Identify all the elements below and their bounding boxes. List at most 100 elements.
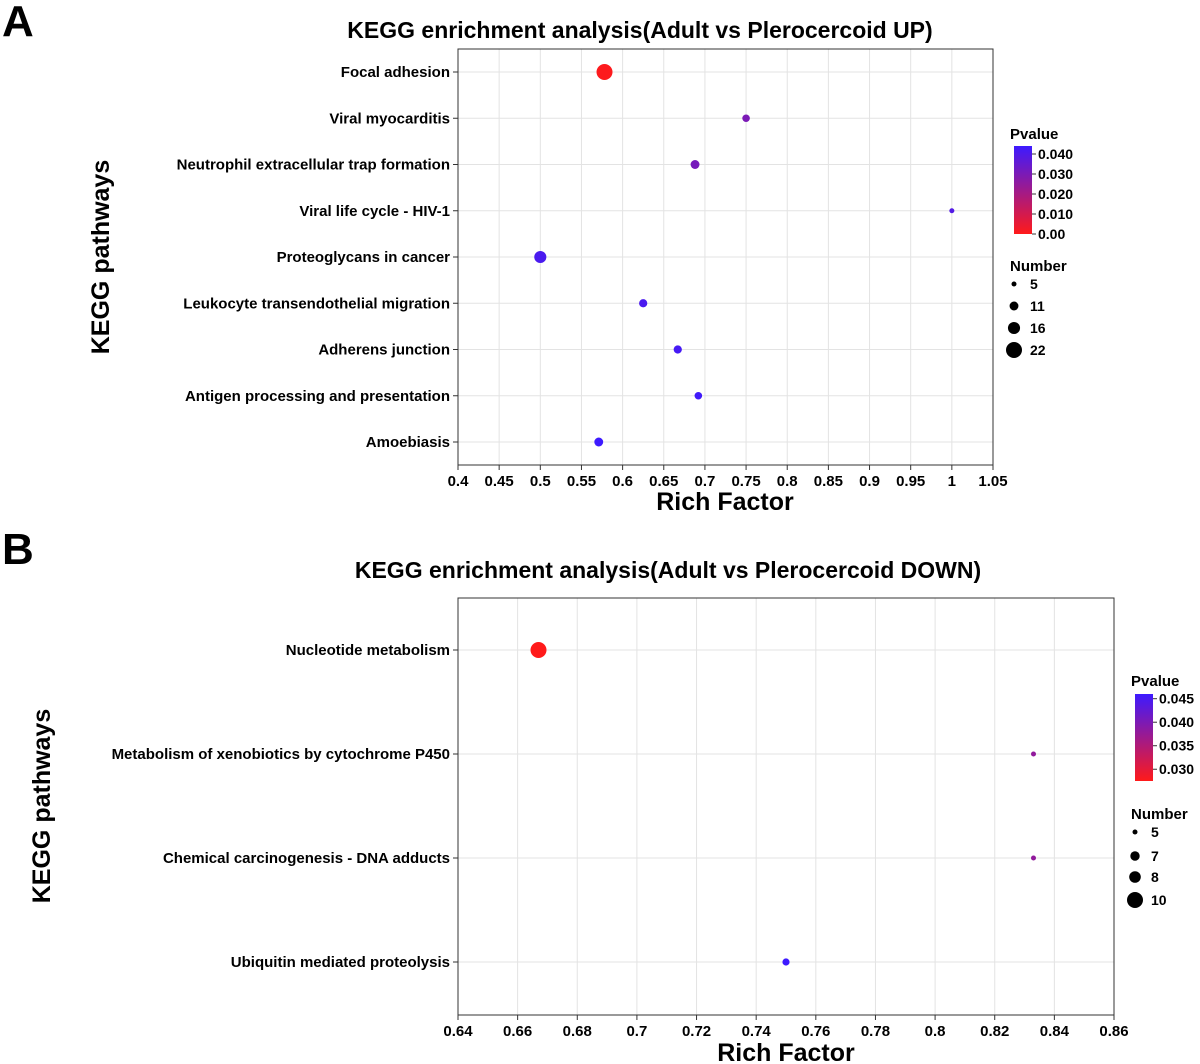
panel-b-pvalue-tick-label: 0.035: [1159, 738, 1194, 754]
panel-a-x-tick-label: 0.75: [731, 473, 760, 490]
panel-a-y-axis-title: KEGG pathways: [87, 160, 115, 355]
panel-b-x-tick-label: 0.74: [742, 1023, 772, 1040]
panel-a-x-tick-label: 0.95: [896, 473, 925, 490]
panel-b-number-legend-label: 8: [1151, 869, 1159, 885]
panel-a-pvalue-tick-label: 0.010: [1038, 206, 1073, 222]
panel-a-category-label: Viral life cycle - HIV-1: [299, 203, 450, 220]
panel-a-x-axis-title: Rich Factor: [656, 488, 794, 516]
panel-b-number-legend-dot: [1129, 871, 1141, 883]
panel-b-x-tick-label: 0.76: [801, 1023, 830, 1040]
panel-a-pvalue-tick-label: 0.030: [1038, 166, 1073, 182]
panel-b-x-tick-label: 0.8: [925, 1023, 946, 1040]
panel-a-pvalue-legend-title: Pvalue: [1010, 126, 1058, 143]
panel-b-pvalue-colorbar: [1135, 694, 1153, 781]
panel-a-x-tick-label: 0.45: [485, 473, 514, 490]
panel-b-x-tick-label: 0.78: [861, 1023, 890, 1040]
panel-b-number-legend-label: 10: [1151, 892, 1167, 908]
panel-b-number-legend: 5 7 8 10: [1127, 824, 1167, 908]
panel-b-number-legend-title: Number: [1131, 806, 1188, 823]
panel-b-category-label: Ubiquitin mediated proteolysis: [231, 954, 450, 971]
panel-a-category-label: Amoebiasis: [366, 434, 450, 451]
panel-b-number-legend-dot: [1132, 829, 1138, 835]
panel-a-point: [673, 345, 682, 354]
panel-a-point: [639, 299, 648, 308]
panel-b-plot-frame: [457, 597, 1115, 1016]
panel-b-x-tick-label: 0.64: [443, 1023, 473, 1040]
panel-a-x-tick-label: 0.9: [859, 473, 880, 490]
panel-a-x-tick-label: 0.7: [694, 473, 715, 490]
panel-a-x-ticks: 0.4 0.45 0.5 0.55 0.6 0.65 0.7 0.75 0.8 0.85 0.9 0.…: [448, 465, 1008, 490]
panel-b-gridlines: [457, 598, 1115, 1015]
panel-a-point: [594, 437, 604, 447]
panel-a: A KEGG enrichment analysis(Adult vs Pler…: [2, 0, 1073, 516]
panel-a-category-label: Proteoglycans in cancer: [277, 249, 451, 266]
panel-a-category-label: Adherens junction: [318, 342, 450, 359]
panel-b-x-tick-label: 0.82: [980, 1023, 1009, 1040]
panel-b-x-tick-label: 0.68: [563, 1023, 592, 1040]
panel-a-points: [534, 64, 955, 447]
panel-b-title: KEGG enrichment analysis(Adult vs Pleroc…: [355, 557, 981, 583]
panel-b-point: [782, 958, 790, 966]
panel-a-title: KEGG enrichment analysis(Adult vs Pleroc…: [347, 17, 932, 43]
panel-a-number-legend-label: 11: [1030, 298, 1045, 314]
panel-b-y-axis-title: KEGG pathways: [28, 709, 56, 904]
panel-b-points: [530, 642, 1036, 966]
panel-a-number-legend-dot: [1009, 301, 1019, 311]
panel-b-pvalue-legend-title: Pvalue: [1131, 673, 1179, 690]
panel-b-number-legend-dot: [1130, 851, 1140, 861]
panel-a-pvalue-tick-label: 0.020: [1038, 186, 1073, 202]
panel-a-number-legend-dot: [1011, 281, 1017, 287]
panel-a-pvalue-tick-label: 0.040: [1038, 146, 1073, 162]
panel-a-category-label: Leukocyte transendothelial migration: [183, 295, 450, 312]
panel-b-x-axis-title: Rich Factor: [717, 1039, 855, 1064]
panel-a-point: [742, 114, 750, 123]
panel-b-number-legend-label: 7: [1151, 848, 1159, 864]
panel-b-x-tick-label: 0.86: [1099, 1023, 1128, 1040]
panel-b-x-tick-label: 0.84: [1040, 1023, 1070, 1040]
panel-a-x-tick-label: 0.5: [530, 473, 551, 490]
panel-a-number-legend-dot: [1006, 342, 1022, 358]
panel-b-letter: B: [2, 525, 34, 574]
panel-a-x-tick-label: 0.55: [567, 473, 596, 490]
panel-a-x-tick-label: 0.85: [814, 473, 843, 490]
panel-a-x-tick-label: 0.65: [649, 473, 678, 490]
panel-b-x-ticks: 0.64 0.66 0.68 0.7 0.72 0.74 0.76 0.78 0.8 0.82 0.…: [443, 1015, 1129, 1040]
panel-a-letter: A: [2, 0, 34, 46]
panel-b-pvalue-tick-label: 0.030: [1159, 761, 1194, 777]
panel-a-number-legend-dot: [1007, 321, 1021, 335]
panel-b-number-legend-label: 5: [1151, 824, 1159, 840]
panel-b-category-label: Chemical carcinogenesis - DNA adducts: [163, 850, 450, 867]
panel-a-category-label: Neutrophil extracellular trap formation: [177, 157, 450, 174]
panel-b-pvalue-tick-label: 0.040: [1159, 714, 1194, 730]
panel-a-point: [949, 208, 955, 214]
panel-a-point: [694, 391, 703, 400]
panel-a-point: [534, 250, 547, 264]
panel-b-category-labels: Nucleotide metabolism Metabolism of xenob…: [112, 642, 458, 971]
panel-a-x-tick-label: 0.6: [612, 473, 633, 490]
panel-a-number-legend: 5 11 16 22: [1006, 276, 1046, 358]
panel-a-point: [596, 64, 613, 80]
panel-a-pvalue-ticks: 0.040 0.030 0.020 0.010 0.00: [1032, 146, 1073, 242]
panel-b: B KEGG enrichment analysis(Adult vs Pler…: [2, 525, 1194, 1064]
panel-b-point: [530, 642, 547, 658]
panel-a-number-legend-label: 16: [1030, 320, 1046, 336]
panel-a-category-label: Antigen processing and presentation: [185, 388, 450, 405]
panel-a-category-label: Focal adhesion: [341, 64, 450, 81]
panel-a-pvalue-tick-label: 0.00: [1038, 226, 1065, 242]
panel-a-category-label: Viral myocarditis: [329, 110, 450, 127]
panel-b-category-label: Nucleotide metabolism: [286, 642, 450, 659]
panel-b-point: [1030, 751, 1036, 757]
panel-b-x-tick-label: 0.7: [626, 1023, 647, 1040]
panel-a-number-legend-label: 5: [1030, 276, 1038, 292]
panel-b-pvalue-tick-label: 0.045: [1159, 691, 1194, 707]
panel-a-category-labels: Focal adhesion Viral myocarditis Neutrophi…: [177, 64, 458, 451]
panel-a-number-legend-title: Number: [1010, 258, 1067, 275]
panel-b-x-tick-label: 0.66: [503, 1023, 532, 1040]
panel-a-x-tick-label: 0.4: [448, 473, 470, 490]
panel-a-x-tick-label: 1: [948, 473, 956, 490]
panel-a-point: [690, 160, 700, 169]
panel-b-number-legend-dot: [1127, 892, 1143, 908]
panel-b-category-label: Metabolism of xenobiotics by cytochrome …: [112, 746, 450, 763]
panel-a-pvalue-colorbar: [1014, 146, 1032, 234]
